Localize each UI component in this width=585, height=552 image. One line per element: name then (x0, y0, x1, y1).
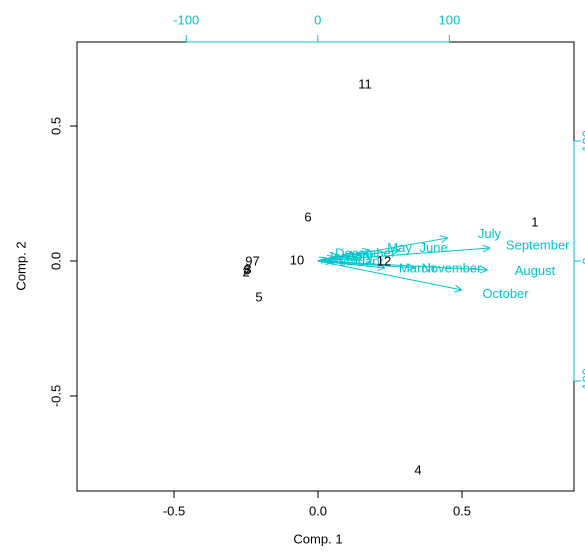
tick-label: 0.0 (48, 252, 63, 270)
loading-label: August (515, 263, 556, 278)
loading-label: October (482, 286, 529, 301)
point-label: 11 (358, 76, 372, 91)
loading-label: November (421, 260, 482, 275)
tick-label: -0.5 (48, 385, 63, 407)
tick-label: -0.5 (163, 503, 185, 518)
point-label: 12 (377, 253, 391, 268)
tick-label: 0.0 (309, 503, 327, 518)
tick-label: 100 (439, 12, 461, 27)
x-axis-title: Comp. 1 (293, 531, 342, 546)
y-axis-title: Comp. 2 (13, 241, 28, 290)
loading-label: July (478, 226, 502, 241)
arrow-head (482, 245, 489, 248)
plot-box (77, 42, 574, 491)
point-label: 4 (414, 462, 421, 477)
loading-label: September (506, 238, 570, 253)
chart: Comp. 1 Comp. 2 -0.5 0.0 0.5 -0.5 0.0 0.5 -100… (0, 0, 585, 552)
tick-label: 0 (314, 12, 321, 27)
point-label: 1 (531, 214, 538, 229)
point-label: 5 (255, 289, 262, 304)
point-label: 6 (304, 209, 311, 224)
tick-label: 0 (579, 257, 585, 264)
page: Comp. 1 Comp. 2 -0.5 0.0 0.5 -0.5 0.0 0.5 -100… (0, 0, 585, 552)
point-label: 10 (290, 252, 304, 267)
tick-label: -100 (173, 12, 199, 27)
point-label: 9 (245, 253, 252, 268)
tick-label: 0.5 (48, 117, 63, 135)
arrow-head (440, 236, 448, 238)
arrow-head (319, 257, 327, 258)
tick-label: -100 (579, 368, 585, 394)
arrow-head (454, 290, 462, 292)
tick-label: 100 (579, 130, 585, 152)
tick-label: 0.5 (453, 503, 471, 518)
point-label: 7 (252, 253, 259, 268)
